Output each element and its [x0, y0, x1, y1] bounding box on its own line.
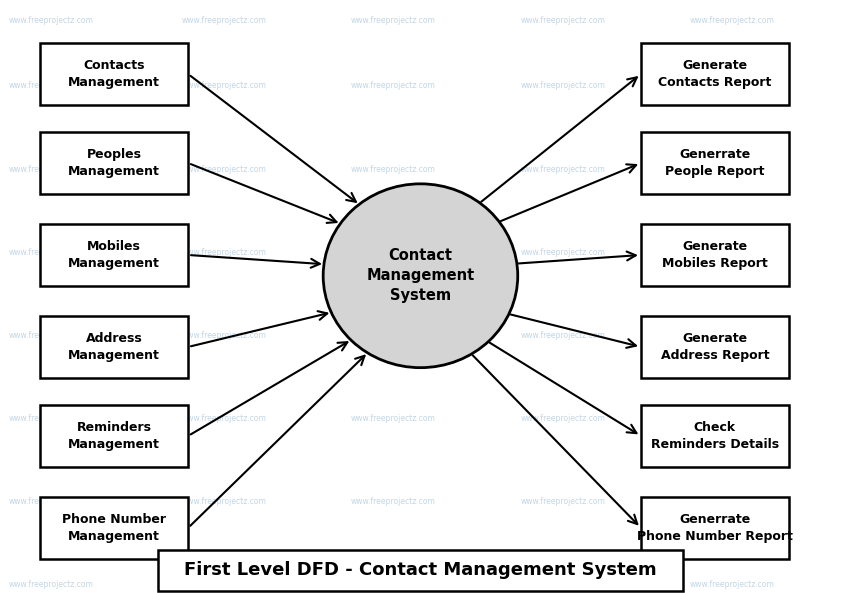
Text: www.freeprojectz.com: www.freeprojectz.com	[689, 413, 774, 423]
Text: www.freeprojectz.com: www.freeprojectz.com	[351, 16, 436, 25]
Text: www.freeprojectz.com: www.freeprojectz.com	[520, 247, 605, 257]
Text: www.freeprojectz.com: www.freeprojectz.com	[351, 496, 436, 506]
FancyBboxPatch shape	[640, 404, 788, 467]
Text: www.freeprojectz.com: www.freeprojectz.com	[351, 413, 436, 423]
Text: www.freeprojectz.com: www.freeprojectz.com	[8, 413, 93, 423]
Text: Mobiles
Management: Mobiles Management	[69, 240, 160, 270]
FancyBboxPatch shape	[640, 316, 788, 378]
FancyBboxPatch shape	[41, 132, 188, 195]
Text: www.freeprojectz.com: www.freeprojectz.com	[689, 164, 774, 174]
Text: www.freeprojectz.com: www.freeprojectz.com	[182, 579, 266, 589]
Text: www.freeprojectz.com: www.freeprojectz.com	[689, 16, 774, 25]
Text: Contact
Management
System: Contact Management System	[366, 248, 475, 303]
Text: Generate
Contacts Report: Generate Contacts Report	[658, 59, 772, 89]
Text: www.freeprojectz.com: www.freeprojectz.com	[689, 81, 774, 91]
Text: www.freeprojectz.com: www.freeprojectz.com	[182, 81, 266, 91]
Text: Peoples
Management: Peoples Management	[69, 148, 160, 178]
Text: Check
Reminders Details: Check Reminders Details	[651, 421, 779, 451]
FancyBboxPatch shape	[41, 497, 188, 559]
Text: www.freeprojectz.com: www.freeprojectz.com	[182, 413, 266, 423]
Text: www.freeprojectz.com: www.freeprojectz.com	[351, 247, 436, 257]
Ellipse shape	[323, 184, 518, 368]
Text: www.freeprojectz.com: www.freeprojectz.com	[8, 16, 93, 25]
Text: www.freeprojectz.com: www.freeprojectz.com	[689, 579, 774, 589]
Text: www.freeprojectz.com: www.freeprojectz.com	[520, 164, 605, 174]
FancyBboxPatch shape	[640, 132, 788, 195]
Text: Phone Number
Management: Phone Number Management	[63, 513, 166, 543]
Text: www.freeprojectz.com: www.freeprojectz.com	[351, 81, 436, 91]
Text: www.freeprojectz.com: www.freeprojectz.com	[689, 330, 774, 340]
Text: Contacts
Management: Contacts Management	[69, 59, 160, 89]
Text: www.freeprojectz.com: www.freeprojectz.com	[520, 496, 605, 506]
FancyBboxPatch shape	[640, 224, 788, 286]
FancyBboxPatch shape	[41, 316, 188, 378]
Text: www.freeprojectz.com: www.freeprojectz.com	[182, 330, 266, 340]
Text: Generate
Mobiles Report: Generate Mobiles Report	[662, 240, 768, 270]
Text: Address
Management: Address Management	[69, 332, 160, 362]
Text: www.freeprojectz.com: www.freeprojectz.com	[182, 496, 266, 506]
Text: www.freeprojectz.com: www.freeprojectz.com	[520, 579, 605, 589]
FancyBboxPatch shape	[41, 43, 188, 106]
Text: www.freeprojectz.com: www.freeprojectz.com	[8, 247, 93, 257]
Text: Generrate
People Report: Generrate People Report	[665, 148, 765, 178]
Text: www.freeprojectz.com: www.freeprojectz.com	[8, 164, 93, 174]
Text: www.freeprojectz.com: www.freeprojectz.com	[520, 16, 605, 25]
Text: Generate
Address Report: Generate Address Report	[661, 332, 769, 362]
Text: www.freeprojectz.com: www.freeprojectz.com	[182, 16, 266, 25]
Text: www.freeprojectz.com: www.freeprojectz.com	[520, 330, 605, 340]
FancyBboxPatch shape	[158, 550, 683, 591]
FancyBboxPatch shape	[41, 404, 188, 467]
Text: www.freeprojectz.com: www.freeprojectz.com	[8, 330, 93, 340]
Text: www.freeprojectz.com: www.freeprojectz.com	[351, 164, 436, 174]
Text: www.freeprojectz.com: www.freeprojectz.com	[182, 247, 266, 257]
Text: www.freeprojectz.com: www.freeprojectz.com	[8, 496, 93, 506]
Text: Reminders
Management: Reminders Management	[69, 421, 160, 451]
Text: www.freeprojectz.com: www.freeprojectz.com	[520, 81, 605, 91]
FancyBboxPatch shape	[640, 43, 788, 106]
FancyBboxPatch shape	[640, 497, 788, 559]
Text: Generrate
Phone Number Report: Generrate Phone Number Report	[637, 513, 793, 543]
Text: www.freeprojectz.com: www.freeprojectz.com	[689, 247, 774, 257]
Text: www.freeprojectz.com: www.freeprojectz.com	[8, 81, 93, 91]
Text: www.freeprojectz.com: www.freeprojectz.com	[351, 330, 436, 340]
Text: www.freeprojectz.com: www.freeprojectz.com	[689, 496, 774, 506]
Text: www.freeprojectz.com: www.freeprojectz.com	[8, 579, 93, 589]
Text: First Level DFD - Contact Management System: First Level DFD - Contact Management Sys…	[184, 562, 656, 579]
FancyBboxPatch shape	[41, 224, 188, 286]
Text: www.freeprojectz.com: www.freeprojectz.com	[520, 413, 605, 423]
Text: www.freeprojectz.com: www.freeprojectz.com	[182, 164, 266, 174]
Text: www.freeprojectz.com: www.freeprojectz.com	[351, 579, 436, 589]
